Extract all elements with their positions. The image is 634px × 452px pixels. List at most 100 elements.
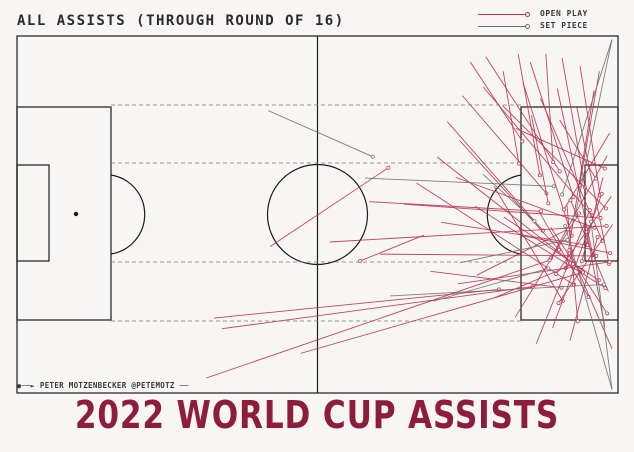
open-play-pass-end <box>599 191 604 196</box>
open-play-pass-line <box>559 119 597 179</box>
open-play-pass-line <box>461 95 547 194</box>
open-play-pass-end <box>595 235 600 239</box>
open-play-pass-end <box>602 166 607 171</box>
set-piece-pass-line <box>482 173 535 222</box>
set-piece-pass-line <box>561 39 613 195</box>
open-play-pass-line <box>502 105 607 209</box>
set-piece-pass-line <box>590 221 613 390</box>
open-play-pass-line <box>469 61 523 142</box>
open-play-pass-line <box>515 128 605 169</box>
open-play-pass-end <box>557 169 562 174</box>
open-play-pass-line <box>300 271 584 354</box>
left-penalty-area <box>16 106 112 321</box>
set-piece-pass-end <box>563 223 568 228</box>
open-play-pass-line <box>552 193 603 329</box>
open-play-pass-end <box>561 207 566 212</box>
open-play-pass-line <box>550 155 608 258</box>
legend: OPEN PLAY SET PIECE <box>478 9 628 35</box>
open-play-pass-line <box>206 259 550 379</box>
open-play-pass-line <box>476 228 569 276</box>
open-play-pass-line <box>522 82 573 236</box>
set-piece-pass-end <box>546 266 551 271</box>
open-play-pass-line <box>502 71 520 164</box>
set-piece-pass-end <box>370 154 375 159</box>
set-piece-pass-end <box>560 192 565 197</box>
open-play-pass-line <box>221 286 533 330</box>
set-piece-pass-line <box>564 225 613 390</box>
open-play-pass-line <box>535 210 591 344</box>
open-play-pass-line <box>545 53 554 163</box>
legend-label: SET PIECE <box>540 21 588 30</box>
open-play-pass-end <box>604 223 609 228</box>
open-play-pass-line <box>416 182 575 286</box>
open-play-pass-line <box>214 289 500 319</box>
open-play-pass-line <box>459 139 560 251</box>
left-penalty-spot <box>73 211 79 217</box>
open-play-pass-line <box>485 56 561 172</box>
open-play-pass-end <box>608 251 613 256</box>
open-play-pass-end <box>598 216 603 221</box>
open-play-pass-end <box>576 211 581 216</box>
open-play-pass-end <box>571 195 576 199</box>
open-play-pass-line <box>380 253 597 257</box>
open-play-pass-end <box>575 319 580 324</box>
main-title: 2022 WORLD CUP ASSISTS <box>74 393 560 437</box>
open-play-pass-line <box>517 54 541 176</box>
open-play-pass-end <box>605 311 610 316</box>
open-play-swatch <box>478 12 530 17</box>
open-play-pass-end <box>556 301 561 305</box>
open-play-pass-line <box>503 216 600 281</box>
open-play-pass-line <box>531 115 549 204</box>
open-play-pass-line <box>369 201 542 212</box>
open-play-pass-line <box>579 66 601 195</box>
right-goal-area <box>584 164 619 262</box>
legend-item-set-piece: SET PIECE <box>478 21 628 33</box>
open-play-pass-end <box>520 139 525 144</box>
open-play-pass-line <box>561 58 586 188</box>
credit-text: PETER MOTZENBECKER @PETEMOTZ <box>39 381 175 390</box>
set-piece-pass-line <box>364 177 554 187</box>
open-play-pass-line <box>563 132 610 210</box>
open-play-pass-end <box>593 176 598 181</box>
set-piece-pass-line <box>574 39 613 218</box>
open-play-pass-line <box>269 167 389 248</box>
open-play-pass-line <box>529 61 574 198</box>
open-play-pass-line <box>555 196 612 275</box>
left-goal-area <box>16 164 50 262</box>
open-play-pass-line <box>436 156 582 271</box>
set-piece-pass-end <box>532 218 537 223</box>
open-play-pass-line <box>441 221 588 246</box>
open-play-pass-end <box>557 247 562 252</box>
open-play-pass-line <box>494 263 574 299</box>
open-play-pass-end <box>604 206 608 211</box>
open-play-pass-end <box>358 258 363 263</box>
open-play-pass-end <box>579 259 584 264</box>
left-penalty-arc <box>110 174 146 255</box>
legend-label: OPEN PLAY <box>540 9 588 18</box>
open-play-pass-end <box>539 209 544 214</box>
set-piece-pass-line <box>390 284 605 297</box>
set-piece-pass-line <box>268 110 373 158</box>
open-play-pass-line <box>558 224 613 304</box>
open-play-pass-end <box>546 201 551 206</box>
set-piece-pass-end <box>589 219 593 224</box>
author-credit: ●──► PETER MOTZENBECKER @PETEMOTZ ── <box>17 381 189 390</box>
open-play-pass-end <box>386 165 391 170</box>
open-play-pass-line <box>455 176 595 229</box>
set-piece-pass-line <box>459 239 568 264</box>
set-piece-pass-end <box>602 282 607 287</box>
open-play-pass-line <box>404 203 601 219</box>
open-play-pass-end <box>547 258 552 263</box>
open-play-pass-line <box>538 210 589 298</box>
passes-layer <box>206 39 613 390</box>
open-play-pass-line <box>329 225 607 243</box>
open-play-pass-end <box>537 173 542 178</box>
open-play-pass-line <box>360 234 425 262</box>
credit-suffix: ── <box>179 382 189 390</box>
open-play-pass-end <box>568 198 573 203</box>
set-piece-pass-end <box>551 184 556 189</box>
open-play-pass-end <box>554 272 559 277</box>
open-play-pass-end <box>567 248 572 253</box>
center-circle <box>266 163 369 266</box>
